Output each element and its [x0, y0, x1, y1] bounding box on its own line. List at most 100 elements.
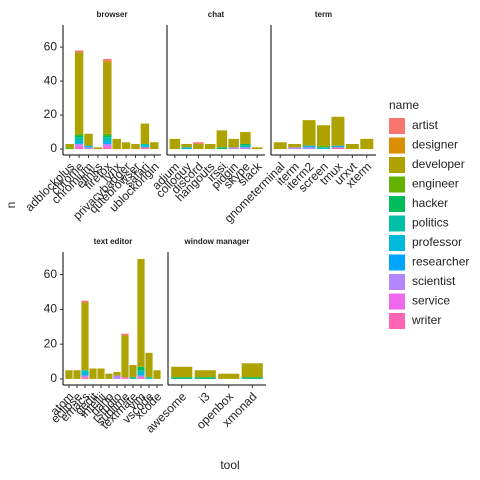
y-tick-label: 20 — [44, 336, 58, 350]
bar-segment — [103, 143, 112, 146]
bar-segment — [74, 52, 84, 134]
bar-segment — [103, 62, 112, 134]
bar-segment — [345, 143, 359, 150]
facet-strip: chat — [208, 10, 225, 19]
legend-label: artist — [412, 118, 439, 132]
bar-segment — [137, 375, 145, 378]
y-tick-label: 40 — [44, 73, 58, 87]
bar-segment — [74, 147, 84, 150]
bar-segment — [103, 135, 112, 138]
facet-strip: browser — [96, 10, 127, 19]
bar-segment — [81, 300, 89, 303]
bar-segment — [103, 145, 112, 148]
bar-segment — [81, 375, 89, 378]
legend-label: developer — [412, 157, 465, 171]
legend-swatch — [389, 157, 405, 173]
y-tick-label: 60 — [44, 267, 58, 281]
bar-segment — [140, 123, 150, 144]
bar-segment — [145, 352, 153, 378]
bar-segment — [360, 138, 374, 150]
bar-segment — [81, 377, 89, 379]
bar-segment — [240, 132, 251, 144]
bar-segment — [81, 371, 89, 376]
bar-segment — [97, 368, 105, 379]
bar-segment — [89, 368, 97, 379]
bar-segment — [317, 145, 330, 148]
bar-segment — [105, 373, 113, 379]
bar-segment — [171, 377, 193, 379]
x-axis-label: tool — [220, 458, 239, 472]
bar-segment — [181, 147, 192, 150]
bar-segment — [317, 147, 330, 150]
bar-segment — [74, 140, 84, 144]
bar-segment — [241, 363, 263, 378]
bar-segment — [74, 50, 84, 53]
bar-segment — [302, 120, 316, 146]
legend-swatch — [389, 176, 405, 193]
bar-segment — [103, 140, 112, 143]
bar-segment — [103, 142, 112, 144]
bar-segment — [273, 142, 287, 150]
legend-label: professor — [412, 235, 462, 249]
bar-segment — [302, 145, 316, 148]
y-tick-label: 0 — [50, 141, 57, 155]
legend-label: politics — [412, 216, 449, 230]
bar-segment — [193, 142, 204, 144]
bar-segment — [81, 302, 89, 371]
bar-segment — [331, 116, 345, 146]
bar-segment — [73, 370, 81, 379]
bar-segment — [150, 142, 159, 150]
bar-segment — [103, 147, 112, 150]
bar-segment — [113, 371, 121, 376]
bar-segment — [84, 147, 93, 150]
legend-swatch — [389, 293, 405, 310]
legend-label: researcher — [412, 255, 469, 269]
bar-segment — [140, 145, 150, 148]
legend-label: engineer — [412, 177, 459, 191]
y-tick-label: 20 — [44, 107, 58, 121]
bar-segment — [74, 143, 84, 146]
bar-segment — [129, 377, 137, 379]
bar-segment — [193, 143, 204, 150]
bar-segment — [103, 58, 112, 61]
bar-segment — [216, 130, 228, 148]
bar-segment — [140, 147, 150, 150]
legend-label: designer — [412, 138, 458, 152]
bar-segment — [103, 133, 112, 136]
bar-segment — [84, 145, 93, 148]
bar-segment — [74, 135, 84, 138]
bar-segment — [121, 377, 129, 379]
legend-label: service — [412, 294, 450, 308]
bar-segment — [240, 143, 251, 146]
legend-swatch — [389, 235, 405, 251]
legend-swatch — [389, 196, 405, 212]
legend-label: scientist — [412, 274, 456, 288]
bar-segment — [251, 147, 263, 150]
bar-segment — [65, 143, 74, 148]
bar-segment — [181, 143, 192, 148]
facet-strip: term — [315, 10, 332, 19]
legend-title: name — [389, 98, 419, 112]
bar-segment — [137, 370, 145, 372]
legend-label: writer — [411, 313, 441, 327]
bar-segment — [137, 366, 145, 371]
legend-swatch — [389, 274, 405, 290]
bar-segment — [288, 143, 302, 148]
legend-swatch — [389, 254, 405, 271]
bar-segment — [137, 258, 145, 367]
bar-segment — [137, 377, 145, 379]
bar-segment — [241, 377, 263, 379]
bar-segment — [121, 142, 131, 150]
facet-strip: window manager — [184, 237, 250, 246]
bar-segment — [93, 147, 103, 150]
bar-segment — [240, 147, 251, 150]
y-tick-label: 60 — [44, 39, 58, 53]
bar-segment — [112, 138, 121, 150]
bar-segment — [228, 147, 239, 150]
legend-swatch — [389, 313, 405, 329]
y-tick-label: 40 — [44, 302, 58, 316]
bar-segment — [129, 365, 137, 378]
bar-segment — [194, 370, 216, 378]
bar-segment — [145, 377, 153, 379]
